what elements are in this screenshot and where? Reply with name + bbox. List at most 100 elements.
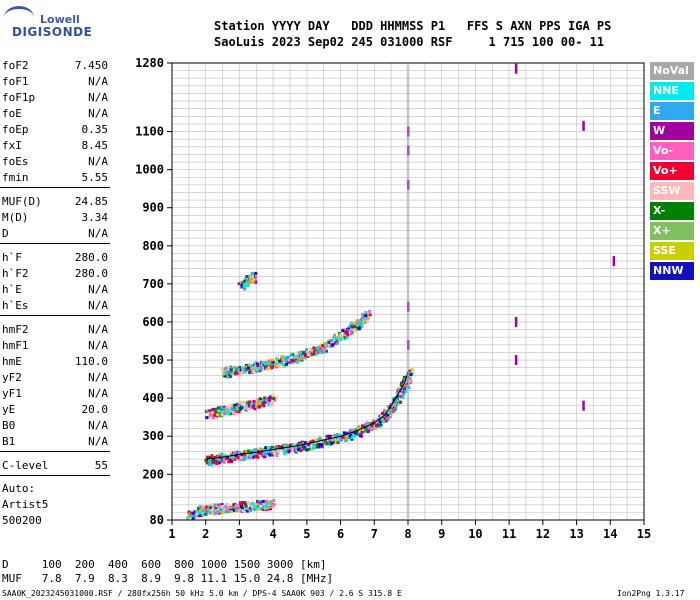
echo-point — [206, 409, 210, 413]
echo-point — [218, 453, 222, 457]
echo-point — [361, 312, 365, 316]
echo-point — [366, 429, 370, 433]
param-label: M(D) — [2, 211, 29, 224]
echo-point — [257, 365, 261, 369]
echo-point — [389, 408, 393, 412]
x-tick-label: 9 — [438, 527, 445, 541]
param-row: foEp 0.35 — [2, 123, 108, 139]
echo-point — [249, 274, 253, 278]
param-separator — [0, 451, 110, 452]
param-value: N/A — [88, 339, 108, 352]
echo-point — [271, 394, 275, 398]
param-row: h`F 280.0 — [2, 251, 108, 267]
echo-point — [322, 347, 326, 351]
echo-point — [214, 511, 218, 515]
param-label: fmin — [2, 171, 29, 184]
echo-point — [259, 452, 263, 456]
echo-point — [245, 284, 249, 288]
echo-point — [252, 278, 256, 282]
echo-point — [318, 443, 322, 447]
echo-point — [237, 451, 241, 455]
echo-point — [253, 361, 257, 365]
echo-point — [316, 438, 320, 442]
legend-item: NoVal — [650, 62, 694, 80]
echo-point — [252, 404, 256, 408]
echo-point — [238, 372, 242, 376]
echo-point — [244, 367, 248, 371]
echo-point — [303, 445, 307, 449]
echo-point — [211, 416, 215, 420]
echo-point — [281, 355, 285, 359]
echo-point — [242, 400, 246, 404]
y-tick-label: 800 — [142, 239, 164, 253]
echo-point — [262, 404, 266, 408]
echo-point — [232, 451, 236, 455]
echo-point — [357, 327, 361, 331]
echo-point — [225, 508, 229, 512]
echo-point — [250, 505, 254, 509]
echo-point — [240, 503, 244, 507]
echo-point — [401, 386, 405, 390]
echo-point — [316, 444, 320, 448]
param-row: B1 N/A — [2, 435, 108, 451]
echo-point — [239, 456, 243, 460]
echo-point — [403, 387, 407, 391]
param-label: yF1 — [2, 387, 22, 400]
echo-point — [289, 443, 293, 447]
echo-point — [379, 423, 383, 427]
y-tick-label: 600 — [142, 315, 164, 329]
echo-point — [244, 504, 248, 508]
echo-point — [216, 408, 220, 412]
echo-point — [348, 324, 352, 328]
echo-point — [317, 345, 321, 349]
echo-point — [272, 363, 276, 367]
y-tick-label: 1100 — [135, 125, 164, 139]
echo-point — [364, 310, 368, 314]
echo-point — [361, 424, 365, 428]
echo-point — [335, 439, 339, 443]
echo-point — [330, 338, 334, 342]
param-label: h`Es — [2, 299, 29, 312]
echo-point — [308, 350, 312, 354]
echo-point — [345, 438, 349, 442]
echo-point — [208, 409, 212, 413]
echo-point — [241, 282, 245, 286]
x-tick-label: 8 — [404, 527, 411, 541]
echo-point — [274, 395, 278, 399]
echo-point — [263, 449, 267, 453]
echo-point — [222, 405, 226, 409]
header-columns: Station YYYY DAY DDD HHMMSS P1 FFS S AXN… — [214, 19, 612, 33]
echo-point — [256, 363, 260, 367]
echo-point — [390, 403, 394, 407]
echo-point — [217, 505, 221, 509]
param-row: B0 N/A — [2, 419, 108, 435]
echo-point — [268, 398, 272, 402]
param-row: yF1 N/A — [2, 387, 108, 403]
echo-point — [273, 452, 277, 456]
param-label: yE — [2, 403, 16, 416]
echo-point — [233, 457, 237, 461]
echo-point — [238, 458, 242, 462]
echo-point — [247, 449, 251, 453]
echo-point — [295, 357, 299, 361]
echo-point — [213, 503, 217, 507]
echo-point — [272, 396, 276, 400]
echo-point — [261, 402, 265, 406]
isolated-echo — [514, 63, 518, 74]
echo-point — [333, 333, 337, 337]
echo-point — [208, 459, 212, 463]
echo-point — [299, 448, 303, 452]
echo-point — [197, 514, 201, 518]
echo-point — [350, 437, 354, 441]
echo-point — [256, 505, 260, 509]
echo-point — [252, 366, 256, 370]
echo-point — [211, 407, 215, 411]
echo-point — [222, 460, 226, 464]
echo-point — [226, 375, 230, 379]
echo-point — [305, 448, 309, 452]
echo-point — [386, 413, 390, 417]
echo-point — [346, 333, 350, 337]
echo-point — [248, 277, 252, 281]
echo-point — [377, 422, 381, 426]
echo-point — [293, 447, 297, 451]
